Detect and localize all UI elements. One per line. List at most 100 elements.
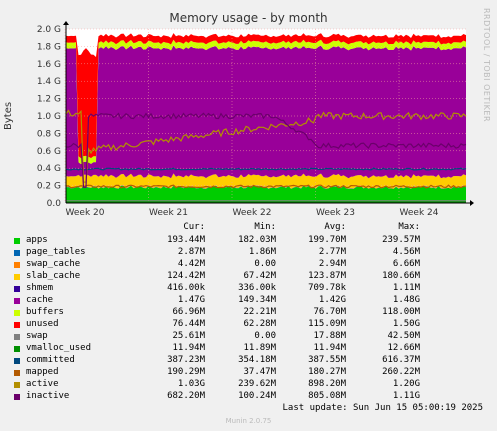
legend-value: 118.00M [382, 307, 420, 317]
legend-swatch [14, 298, 20, 304]
plot-area: 0.0 0.2 G 0.4 G 0.6 G 0.8 G 1.0 G 1.2 G 1.4 G 1.… [37, 21, 474, 215]
legend-value: 239.57M [382, 235, 420, 245]
legend-value: 387.23M [167, 355, 205, 365]
y-tick-label: 0.2 G [37, 182, 61, 192]
legend-value: 100.24M [238, 391, 276, 401]
legend-swatch [14, 370, 20, 376]
legend-value: 709.78k [308, 283, 346, 293]
y-tick-label: 0.8 G [37, 129, 61, 139]
legend-value: 4.56M [392, 247, 420, 257]
legend-value: 387.55M [308, 355, 346, 365]
legend-value: 1.86M [248, 247, 276, 257]
legend-label: unused [26, 319, 59, 329]
y-tick-label: 1.0 G [37, 112, 61, 122]
legend-swatch [14, 322, 20, 328]
legend-value: 193.44M [167, 235, 205, 245]
legend-value: 11.89M [243, 343, 276, 353]
legend-value: 682.20M [167, 391, 205, 401]
legend-value: 149.34M [238, 295, 276, 305]
legend-value: 2.87M [177, 247, 205, 257]
legend-value: 416.00k [167, 283, 205, 293]
legend-header-cell: Max: [398, 222, 420, 232]
legend-label: swap_cache [26, 259, 81, 269]
line-committed [65, 167, 467, 171]
legend-value: 66.96M [172, 307, 205, 317]
area-cache [66, 45, 466, 179]
legend-header: Cur: Min: Avg: Max: [0, 222, 497, 234]
legend-swatch [14, 394, 20, 400]
y-tick-label: 0.0 [47, 199, 62, 209]
y-tick-label: 1.4 G [37, 77, 61, 87]
legend-value: 1.03G [177, 379, 205, 389]
legend-value: 17.88M [313, 331, 346, 341]
legend-value: 12.66M [387, 343, 420, 353]
legend-value: 0.00 [254, 259, 276, 269]
y-tick-label: 2.0 G [37, 25, 61, 35]
legend-value: 76.70M [313, 307, 346, 317]
legend-value: 11.94M [313, 343, 346, 353]
chart-title: Memory usage - by month [169, 11, 328, 25]
legend-value: 1.47G [177, 295, 205, 305]
legend-label: vmalloc_used [26, 343, 92, 353]
legend-value: 115.09M [308, 319, 346, 329]
line-active [65, 109, 467, 183]
line-inactive [66, 112, 467, 188]
legend-value: 0.00 [254, 331, 276, 341]
legend-swatch [14, 358, 20, 364]
legend-label: slab_cache [26, 271, 81, 281]
legend-value: 1.20G [392, 379, 420, 389]
legend-row-swap_cache: swap_cache 4.42M 0.00 2.94M 6.66M [0, 259, 497, 271]
legend-row-buffers: buffers 66.96M 22.21M 76.70M 118.00M [0, 307, 497, 319]
legend-label: active [26, 379, 59, 389]
legend-value: 898.20M [308, 379, 346, 389]
legend-row-inactive: inactive 682.20M 100.24M 805.08M 1.11G [0, 391, 497, 403]
legend-label: buffers [26, 307, 64, 317]
legend-value: 182.03M [238, 235, 276, 245]
y-tick-label: 1.6 G [37, 60, 61, 70]
legend-row-cache: cache 1.47G 149.34M 1.42G 1.48G [0, 295, 497, 307]
x-tick-label: Week 21 [149, 208, 188, 215]
legend-row-slab_cache: slab_cache 124.42M 67.42M 123.87M 180.66M [0, 271, 497, 283]
legend-value: 336.00k [238, 283, 276, 293]
legend-value: 1.42G [318, 295, 346, 305]
legend-value: 180.27M [308, 367, 346, 377]
legend-label: shmem [26, 283, 54, 293]
legend-value: 190.29M [167, 367, 205, 377]
y-tick-label: 0.4 G [37, 164, 61, 174]
legend-value: 76.44M [172, 319, 205, 329]
legend-row-active: active 1.03G 239.62M 898.20M 1.20G [0, 379, 497, 391]
line-mapped [65, 184, 467, 189]
legend-header-cell: Avg: [324, 222, 346, 232]
legend-value: 805.08M [308, 391, 346, 401]
x-tick-label: Week 24 [400, 208, 439, 215]
legend-row-mapped: mapped 190.29M 37.47M 180.27M 260.22M [0, 367, 497, 379]
legend-value: 2.94M [318, 259, 346, 269]
legend-value: 4.42M [177, 259, 205, 269]
legend-label: page_tables [26, 247, 86, 257]
x-axis-arrow [470, 200, 474, 206]
legend-value: 260.22M [382, 367, 420, 377]
area-apps [66, 185, 466, 203]
legend-swatch [14, 286, 20, 292]
legend-value: 25.61M [172, 331, 205, 341]
legend-value: 199.70M [308, 235, 346, 245]
rrdtool-watermark: RRDTOOL / TOBI OETIKER [482, 8, 491, 123]
legend-swatch [14, 310, 20, 316]
legend-label: committed [26, 355, 75, 365]
legend-value: 6.66M [392, 259, 420, 269]
munin-credit: Munin 2.0.75 [225, 417, 272, 425]
legend-value: 1.11M [392, 283, 420, 293]
legend-label: apps [26, 235, 48, 245]
legend-label: mapped [26, 367, 59, 377]
y-tick-label: 0.6 G [37, 147, 61, 157]
legend-row-vmalloc_used: vmalloc_used 11.94M 11.89M 11.94M 12.66M [0, 343, 497, 355]
legend-swatch [14, 262, 20, 268]
legend-row-apps: apps 193.44M 182.03M 199.70M 239.57M [0, 235, 497, 247]
legend-row-committed: committed 387.23M 354.18M 387.55M 616.37M [0, 355, 497, 367]
legend-row-page_tables: page_tables 2.87M 1.86M 2.77M 4.56M [0, 247, 497, 259]
legend-swatch [14, 238, 20, 244]
legend-value: 1.50G [392, 319, 420, 329]
x-tick-label: Week 20 [66, 208, 105, 215]
legend-swatch [14, 346, 20, 352]
